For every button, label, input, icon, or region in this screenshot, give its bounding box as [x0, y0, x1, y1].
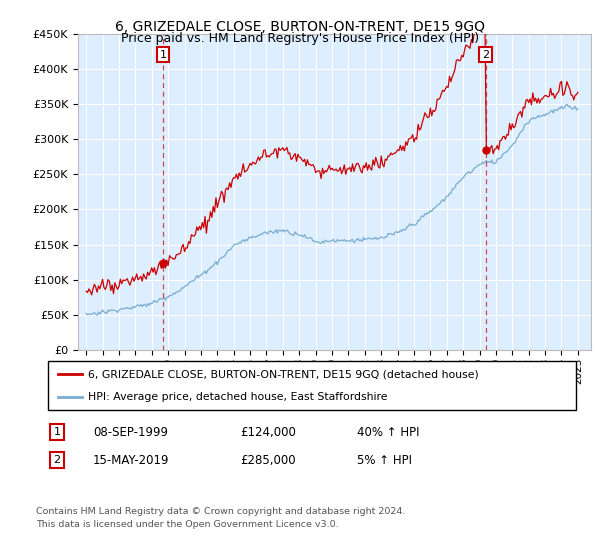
Text: 08-SEP-1999: 08-SEP-1999	[93, 426, 168, 439]
Text: 6, GRIZEDALE CLOSE, BURTON-ON-TRENT, DE15 9GQ (detached house): 6, GRIZEDALE CLOSE, BURTON-ON-TRENT, DE1…	[88, 370, 478, 380]
Text: 2: 2	[482, 50, 489, 60]
Text: £124,000: £124,000	[240, 426, 296, 439]
Text: 1: 1	[53, 427, 61, 437]
Text: Price paid vs. HM Land Registry's House Price Index (HPI): Price paid vs. HM Land Registry's House …	[121, 32, 479, 45]
Text: 2: 2	[53, 455, 61, 465]
Text: 5% ↑ HPI: 5% ↑ HPI	[357, 454, 412, 467]
Text: Contains HM Land Registry data © Crown copyright and database right 2024.
This d: Contains HM Land Registry data © Crown c…	[36, 507, 406, 529]
Text: 40% ↑ HPI: 40% ↑ HPI	[357, 426, 419, 439]
Text: 15-MAY-2019: 15-MAY-2019	[93, 454, 170, 467]
Text: £285,000: £285,000	[240, 454, 296, 467]
Text: 1: 1	[160, 50, 167, 60]
Text: 6, GRIZEDALE CLOSE, BURTON-ON-TRENT, DE15 9GQ: 6, GRIZEDALE CLOSE, BURTON-ON-TRENT, DE1…	[115, 20, 485, 34]
Text: HPI: Average price, detached house, East Staffordshire: HPI: Average price, detached house, East…	[88, 392, 387, 402]
